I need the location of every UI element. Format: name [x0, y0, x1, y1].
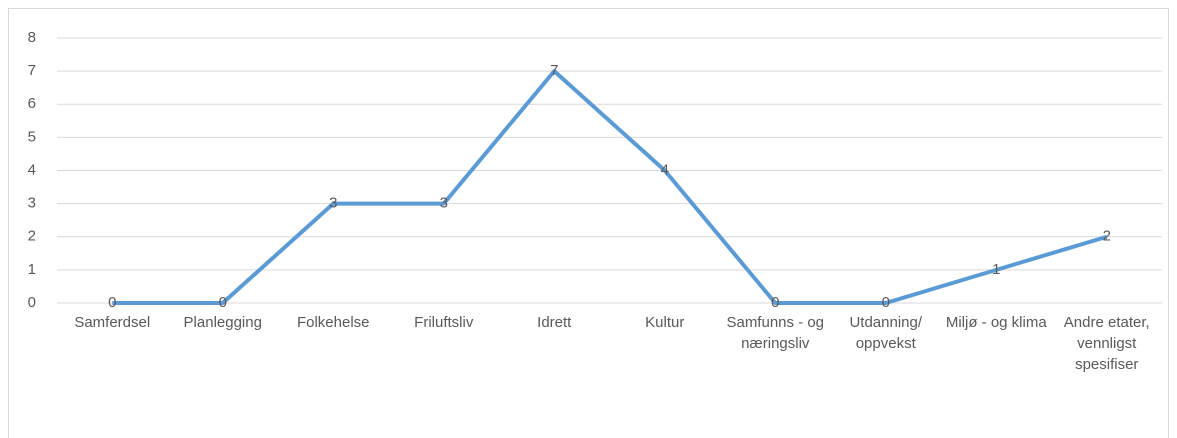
data-label: 3	[440, 195, 448, 212]
x-tick-label: Planlegging	[183, 314, 262, 331]
y-tick-label: 7	[28, 62, 36, 79]
y-tick-label: 6	[28, 95, 36, 112]
data-label: 4	[661, 161, 669, 178]
data-label: 1	[992, 261, 1000, 278]
x-tick-label: Andre etater, vennligst spesifiser	[1063, 314, 1150, 373]
y-tick-label: 0	[28, 294, 36, 311]
x-tick-label: Idrett	[537, 314, 572, 331]
data-label: 7	[550, 62, 558, 79]
line	[112, 69, 1108, 305]
x-tick-label: Friluftsliv	[414, 314, 474, 331]
x-tick-label: Samferdsel	[74, 314, 151, 331]
y-tick-label: 3	[28, 195, 36, 212]
x-tick-label: Folkehelse	[296, 314, 370, 331]
data-label: 3	[329, 195, 337, 212]
x-tick-label: Samfunns - og næringsliv	[726, 314, 825, 352]
x-tick-label: Kultur	[645, 314, 685, 331]
data-label: 0	[771, 294, 779, 311]
y-tick-label: 4	[28, 161, 36, 178]
data-label: 0	[882, 294, 890, 311]
y-tick-label: 1	[28, 261, 36, 278]
data-label: 0	[108, 294, 116, 311]
x-tick-label: Utdanning/ oppvekst	[849, 314, 923, 352]
data-label: 0	[219, 294, 227, 311]
x-tick-label: Miljø - og klima	[945, 314, 1047, 331]
chart-border	[8, 8, 1169, 438]
y-tick-label: 2	[28, 228, 36, 245]
y-tick-label: 8	[28, 29, 36, 46]
data-label: 2	[1103, 228, 1111, 245]
y-tick-label: 5	[28, 128, 36, 145]
